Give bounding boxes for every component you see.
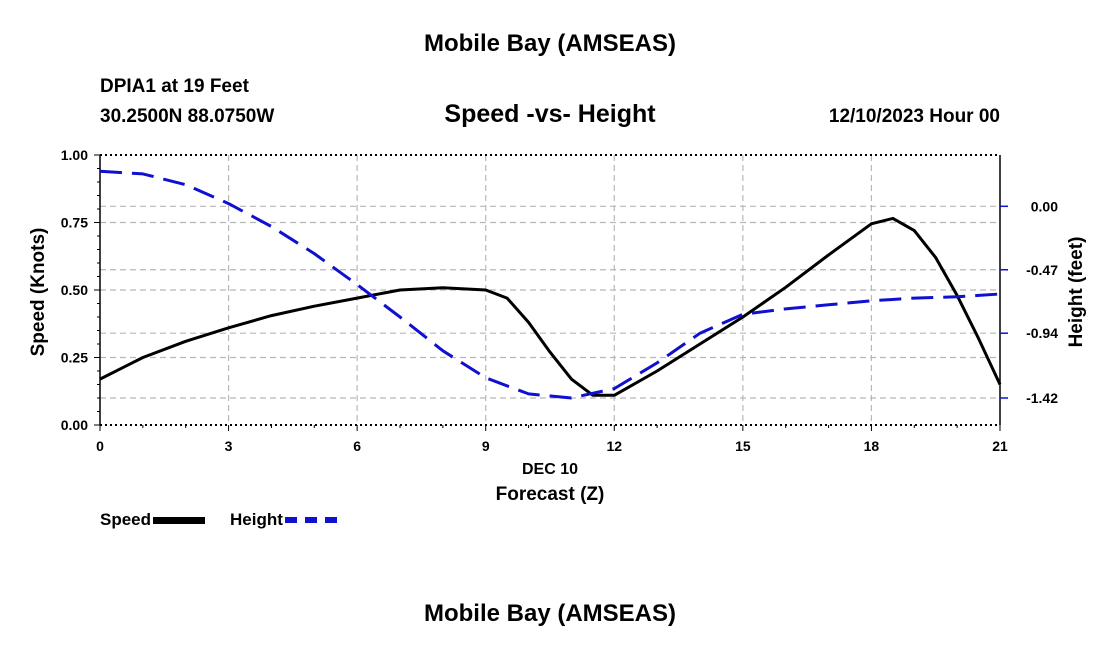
x-tick-label: 9	[482, 438, 490, 454]
chart-main-title: Mobile Bay (AMSEAS)	[423, 30, 677, 57]
y-left-tick-label: 1.00	[61, 147, 88, 163]
x-axis-title: Forecast (Z)	[496, 484, 605, 505]
legend-height: Height	[230, 509, 337, 531]
x-tick-label: 21	[992, 438, 1008, 454]
series-height-line	[99, 169, 1001, 400]
x-tick-label: 0	[96, 438, 104, 454]
y-right-tick-label: 0.00	[1031, 198, 1058, 214]
y-right-tick-label: -1.42	[1026, 390, 1058, 406]
legend-speed: Speed	[100, 509, 206, 531]
x-axis-date-label: DEC 10	[522, 461, 578, 478]
x-tick-label: 3	[225, 438, 233, 454]
legend-speed-label: Speed	[100, 510, 152, 529]
station-label: DPIA1 at 19 Feet	[100, 76, 249, 97]
series-speed-line	[99, 216, 1002, 397]
legend-height-label: Height	[230, 510, 283, 529]
y-right-axis-title: Height (feet)	[1066, 237, 1087, 348]
x-tick-label: 12	[606, 438, 622, 454]
y-left-axis-title: Speed (Knots)	[28, 228, 49, 357]
x-tick-label: 6	[353, 438, 361, 454]
y-left-tick-label: 0.25	[61, 350, 88, 366]
y-right-tick-label: -0.94	[1026, 325, 1058, 341]
footer-title: Mobile Bay (AMSEAS)	[423, 600, 677, 627]
x-tick-label: 18	[864, 438, 880, 454]
y-right-tick-label: -0.47	[1026, 262, 1058, 278]
y-left-tick-label: 0.00	[61, 417, 88, 433]
y-left-tick-label: 0.75	[61, 215, 88, 231]
y-left-tick-label: 0.50	[61, 282, 88, 298]
forecast-datetime: 12/10/2023 Hour 00	[828, 106, 1000, 127]
legend-height-swatch	[284, 517, 337, 523]
legend-speed-swatch	[153, 516, 206, 524]
chart-subtitle: Speed -vs- Height	[444, 100, 656, 128]
x-tick-label: 15	[735, 438, 751, 454]
station-coordinates: 30.2500N 88.0750W	[100, 106, 275, 127]
